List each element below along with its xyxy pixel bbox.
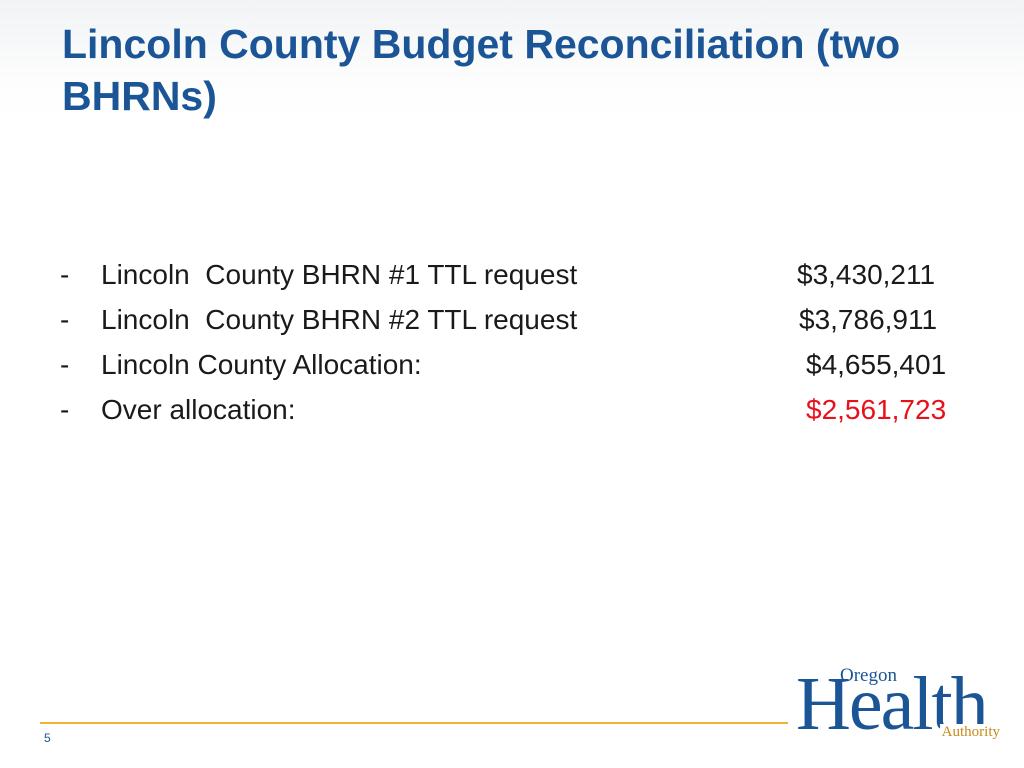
bullet-marker: -: [60, 304, 70, 335]
bullet-marker: -: [60, 394, 70, 425]
budget-row-bhrn-2: - Lincoln County BHRN #2 TTL request $3,…: [60, 297, 980, 342]
bullet-marker: -: [60, 349, 70, 380]
over-allocation-amount: $2,561,723: [806, 394, 947, 425]
budget-label: Lincoln County BHRN #1 TTL request: [101, 259, 578, 290]
budget-amount: $3,786,911: [799, 304, 938, 335]
logo-authority-text: Authority: [939, 724, 1000, 740]
page-number: 5: [44, 731, 51, 745]
budget-list: - Lincoln County BHRN #1 TTL request $3,…: [60, 252, 980, 432]
budget-amount: $3,430,211: [797, 259, 936, 290]
oregon-health-authority-logo: Health Oregon Authority: [796, 664, 1002, 746]
logo-oregon-text: Oregon: [840, 665, 897, 686]
budget-amount: $4,655,401: [806, 349, 947, 380]
budget-label: Over allocation:: [101, 394, 296, 425]
bullet-marker: -: [60, 259, 70, 290]
budget-row-allocation: - Lincoln County Allocation: $4,655,401: [60, 342, 980, 387]
budget-row-bhrn-1: - Lincoln County BHRN #1 TTL request $3,…: [60, 252, 980, 297]
budget-label: Lincoln County BHRN #2 TTL request: [101, 304, 578, 335]
footer-divider: [40, 722, 788, 724]
slide-title: Lincoln County Budget Reconciliation (tw…: [62, 21, 901, 119]
budget-row-over-allocation: - Over allocation: $2,561,723: [60, 387, 980, 432]
budget-label: Lincoln County Allocation:: [101, 349, 422, 380]
